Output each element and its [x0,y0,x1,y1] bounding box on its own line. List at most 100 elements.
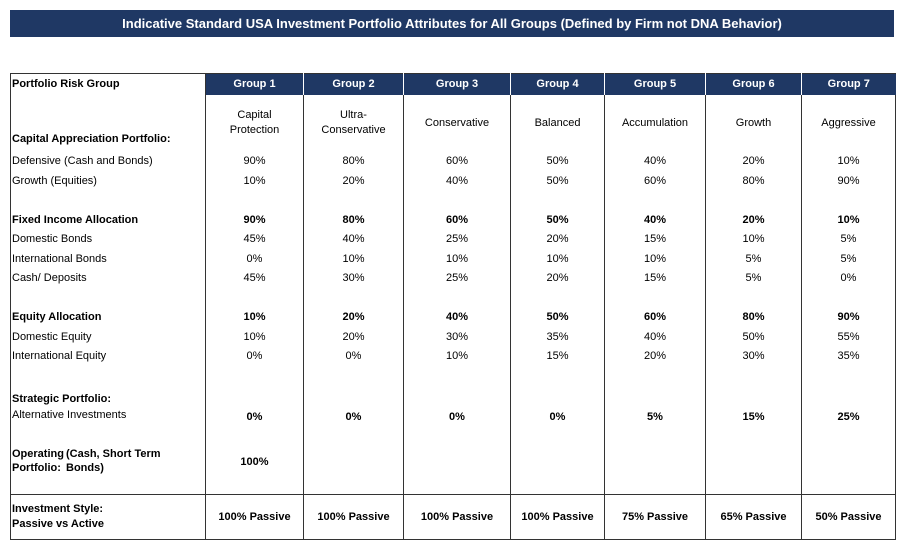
table-cell: 20% [510,229,605,249]
table-cell: 40% [303,229,404,249]
table-cell: 0% [403,390,511,425]
table-cell: 20% [303,326,404,347]
table-row: Strategic Portfolio: Alternative Investm… [10,390,896,425]
spacer-row [10,287,896,308]
table-cell: 60% [604,170,706,191]
table-cell: 0% [510,390,605,425]
table-cell: 50% [510,170,605,191]
table-row: Domestic Bonds 45% 40% 25% 20% 15% 10% 5… [10,229,896,249]
table-cell: 10% [705,229,802,249]
group-header: Group 4 [510,73,605,95]
table-cell: 25% [403,229,511,249]
table-cell [801,424,896,495]
table-cell: 10% [801,150,896,171]
table-row: Defensive (Cash and Bonds) 90% 80% 60% 5… [10,150,896,171]
table-cell: 10% [510,248,605,269]
row-label-text: Passive vs Active [12,518,104,530]
table-cell: 20% [705,150,802,171]
row-label: Domestic Bonds [10,229,206,249]
group-name: Conservative [403,94,511,151]
table-cell: 100% Passive [403,494,511,540]
row-label: Defensive (Cash and Bonds) [10,150,206,171]
table-cell: 100% Passive [205,494,304,540]
table-row: International Bonds 0% 10% 10% 10% 10% 5… [10,248,896,269]
table-cell: 80% [705,307,802,327]
table-cell: 75% Passive [604,494,706,540]
table-cell: 15% [510,346,605,366]
group-header: Group 1 [205,73,304,95]
group-name: Ultra- Conservative [303,94,404,151]
group-name: Balanced [510,94,605,151]
table-row: International Equity 0% 0% 10% 15% 20% 3… [10,346,896,366]
table-cell: 5% [604,390,706,425]
table-row: Investment Style: Passive vs Active 100%… [10,494,896,540]
table-cell: 55% [801,326,896,347]
table-cell: 50% [705,326,802,347]
table-cell: 15% [604,268,706,288]
table-cell: 100% Passive [510,494,605,540]
table-cell: 80% [705,170,802,191]
table-cell: 60% [604,307,706,327]
row-label: Domestic Equity [10,326,206,347]
group-name-row: Capital Appreciation Portfolio: Capital P… [10,94,896,151]
table-cell: 5% [801,229,896,249]
table-cell: 45% [205,229,304,249]
section-heading: Strategic Portfolio: [12,393,112,405]
group-header-row: Portfolio Risk Group Group 1 Group 2 Gro… [10,73,896,95]
table-cell: 35% [510,326,605,347]
table-cell: 100% [205,424,304,495]
row-label: International Bonds [10,248,206,269]
table-cell [705,424,802,495]
table-cell: 90% [801,307,896,327]
row-label: Growth (Equities) [10,170,206,191]
table-cell: 15% [705,390,802,425]
table-cell [303,424,404,495]
row-label: Cash/ Deposits [10,268,206,288]
table-cell: 50% [510,209,605,230]
group-name: Aggressive [801,94,896,151]
group-name: Accumulation [604,94,706,151]
table-cell: 90% [205,150,304,171]
table-cell: 25% [801,390,896,425]
operating-label: Portfolio: [12,462,61,475]
table-cell: 20% [303,170,404,191]
table-cell: 10% [403,248,511,269]
table-cell: 45% [205,268,304,288]
table-row: Equity Allocation 10% 20% 40% 50% 60% 80… [10,307,896,327]
table-cell: 10% [604,248,706,269]
operating-label-detail: (Cash, Short Term [66,448,161,461]
table-cell: 5% [705,248,802,269]
table-cell: 50% [510,150,605,171]
spacer-row [10,365,896,391]
table-cell: 40% [604,326,706,347]
table-cell: 0% [205,248,304,269]
row-label: Portfolio Risk Group [10,73,206,95]
table-cell: 0% [801,268,896,288]
table-cell: 100% Passive [303,494,404,540]
table-cell: 80% [303,150,404,171]
group-name: Capital Protection [205,94,304,151]
page-title: Indicative Standard USA Investment Portf… [10,10,894,37]
table-cell: 40% [604,150,706,171]
spacer-row [10,190,896,210]
table-cell: 10% [801,209,896,230]
table-cell: 60% [403,209,511,230]
table-cell: 5% [801,248,896,269]
operating-label-detail: Bonds) [66,462,104,475]
group-header: Group 6 [705,73,802,95]
table-cell: 0% [205,390,304,425]
table-cell: 0% [303,346,404,366]
table-cell: 10% [403,346,511,366]
group-header: Group 2 [303,73,404,95]
row-label-text: Alternative Investments [12,409,127,421]
table-cell [604,424,706,495]
table-cell: 15% [604,229,706,249]
row-label: Strategic Portfolio: Alternative Investm… [10,390,206,425]
group-header: Group 5 [604,73,706,95]
table-cell: 65% Passive [705,494,802,540]
table-cell [403,424,511,495]
table-cell: 20% [303,307,404,327]
table-cell: 10% [205,326,304,347]
table-cell [510,424,605,495]
section-heading: Fixed Income Allocation [10,209,206,230]
